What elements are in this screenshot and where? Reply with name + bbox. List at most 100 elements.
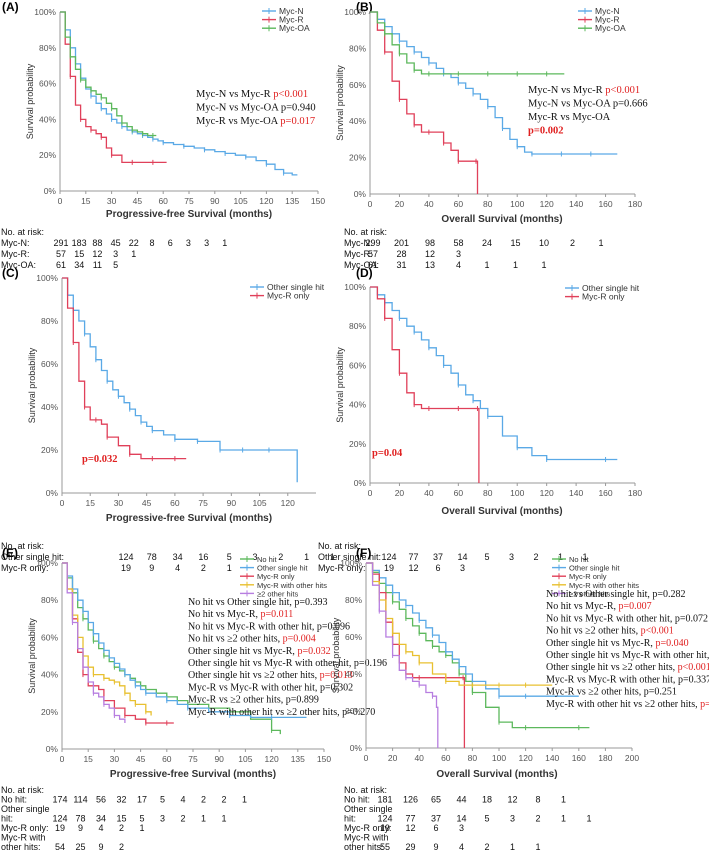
risk-value: 5	[139, 814, 144, 824]
x-tick-label: 75	[188, 754, 198, 764]
y-axis-title: Survival probability	[25, 63, 35, 139]
legend-label: Myc-R only	[257, 572, 295, 581]
x-axis-title: Progressive-free Survival (months)	[110, 769, 276, 780]
x-tick-label: 60	[162, 754, 172, 764]
risk-value: 61	[368, 260, 378, 270]
risk-value: 8	[535, 795, 540, 805]
risk-row-label: Other single	[344, 804, 393, 814]
x-tick-label: 90	[227, 498, 237, 508]
risk-value: 2	[533, 552, 538, 562]
risk-value: 9	[149, 563, 154, 573]
x-tick-label: 75	[198, 498, 208, 508]
legend-label: Myc-OA	[279, 23, 310, 33]
x-tick-label: 120	[265, 754, 279, 764]
risk-row-label: Myc-R with	[344, 833, 389, 843]
x-tick-label: 135	[285, 196, 299, 206]
legend-label: No hit	[257, 555, 278, 564]
y-tick-label: 20%	[349, 439, 366, 449]
risk-value: 2	[535, 814, 540, 824]
risk-value: 5	[484, 814, 489, 824]
risk-row-label: ≥2 other hits:	[1, 852, 53, 853]
x-tick-label: 45	[133, 196, 143, 206]
risk-value: 3	[113, 249, 118, 259]
km-curve-myc-r	[370, 11, 479, 194]
y-tick-label: 20%	[345, 706, 362, 716]
km-curve-myc-n	[370, 11, 618, 155]
risk-value: 9	[98, 842, 103, 852]
risk-value: 5	[227, 552, 232, 562]
risk-value: 2	[180, 814, 185, 824]
panel-d: (D) 0 20 40 60 80 100 120 140 160 180 0% 20% 40% 60% 80…	[318, 266, 642, 573]
risk-value: 15	[510, 238, 520, 248]
x-tick-label: 200	[625, 753, 639, 763]
risk-value: 3	[509, 552, 514, 562]
risk-value: 8	[98, 852, 103, 853]
x-tick-label: 100	[510, 199, 524, 209]
risk-value: 299	[365, 238, 380, 248]
y-tick-label: 60%	[349, 360, 366, 370]
risk-value: 10	[539, 238, 549, 248]
risk-value: 1	[221, 814, 226, 824]
km-curve-other-single-hit	[62, 277, 298, 483]
risk-value: 9	[78, 823, 83, 833]
risk-value: 1	[535, 842, 540, 852]
y-tick-label: 60%	[39, 79, 56, 89]
risk-row-label: Myc-R only:	[318, 563, 366, 573]
km-curve-myc-r-with-other-hits	[366, 562, 553, 686]
x-tick-label: 60	[170, 498, 180, 508]
km-curve-myc-oa	[60, 11, 157, 137]
y-tick-label: 100%	[344, 282, 366, 292]
y-tick-label: 20%	[41, 707, 58, 717]
legend-label: ≥2 other hits	[257, 589, 298, 598]
risk-row-label: Myc-N:	[1, 238, 30, 248]
risk-value: 1	[561, 814, 566, 824]
risk-value: 2	[201, 795, 206, 805]
x-tick-label: 105	[252, 498, 266, 508]
risk-row-label: Myc-R with	[1, 833, 46, 843]
y-tick-label: 40%	[41, 402, 58, 412]
x-tick-label: 120	[281, 498, 295, 508]
risk-value: 34	[173, 552, 183, 562]
risk-row-label: hit:	[1, 814, 13, 824]
risk-value: 65	[431, 795, 441, 805]
y-tick-label: 40%	[349, 116, 366, 126]
risk-table-header: No. at risk:	[344, 785, 387, 795]
risk-value: 19	[55, 823, 65, 833]
y-tick-label: 60%	[345, 632, 362, 642]
pvalue-annotation: Myc-R vs Myc-OA p=0.017	[196, 116, 315, 127]
pvalue-annotation: p=0.032	[82, 454, 117, 465]
x-tick-label: 90	[210, 196, 220, 206]
y-tick-label: 0%	[46, 488, 59, 498]
risk-value: 4	[180, 795, 185, 805]
km-curve-myc-r-only	[62, 277, 187, 460]
pvalue-annotation: Myc-R with other hit vs ≥2 other hits, p…	[546, 699, 709, 710]
risk-value: 12	[425, 249, 435, 259]
panel-a: (A)0 15 30 45 60 75 90 105 120 135 1500%20%40%60%8…	[1, 0, 325, 270]
risk-value: 1	[484, 260, 489, 270]
legend-label: No hit	[569, 555, 590, 564]
x-tick-label: 30	[110, 754, 120, 764]
x-tick-label: 40	[424, 199, 434, 209]
risk-row-label: other hits:	[1, 842, 41, 852]
risk-value: 1	[513, 260, 518, 270]
pvalue-annotation: Other single hit vs ≥2 other hits, p=0.0…	[188, 670, 353, 681]
y-tick-label: 80%	[39, 43, 56, 53]
pvalue-annotation: No hit vs Myc-R, p=0.007	[546, 601, 652, 612]
x-tick-label: 20	[395, 199, 405, 209]
risk-row-label: No hit:	[1, 795, 27, 805]
risk-value: 12	[405, 823, 415, 833]
risk-value: 126	[403, 795, 418, 805]
y-tick-label: 80%	[345, 595, 362, 605]
x-tick-label: 150	[317, 754, 331, 764]
x-tick-label: 180	[628, 488, 642, 498]
legend-label: Myc-N	[279, 6, 304, 16]
risk-value: 4	[456, 260, 461, 270]
panel-e: (E)0 15 30 45 60 75 90 105 120 135 1500%20%40%60%8…	[1, 546, 387, 853]
pvalue-annotation: Myc-R vs ≥2 other hits, p=0.251	[546, 687, 677, 698]
pvalue-annotation: Myc-N vs Myc-OA p=0.666	[528, 99, 648, 110]
risk-row-label: Myc-R only:	[344, 823, 392, 833]
x-tick-label: 60	[441, 753, 451, 763]
y-tick-label: 0%	[46, 744, 59, 754]
risk-value: 29	[405, 842, 415, 852]
